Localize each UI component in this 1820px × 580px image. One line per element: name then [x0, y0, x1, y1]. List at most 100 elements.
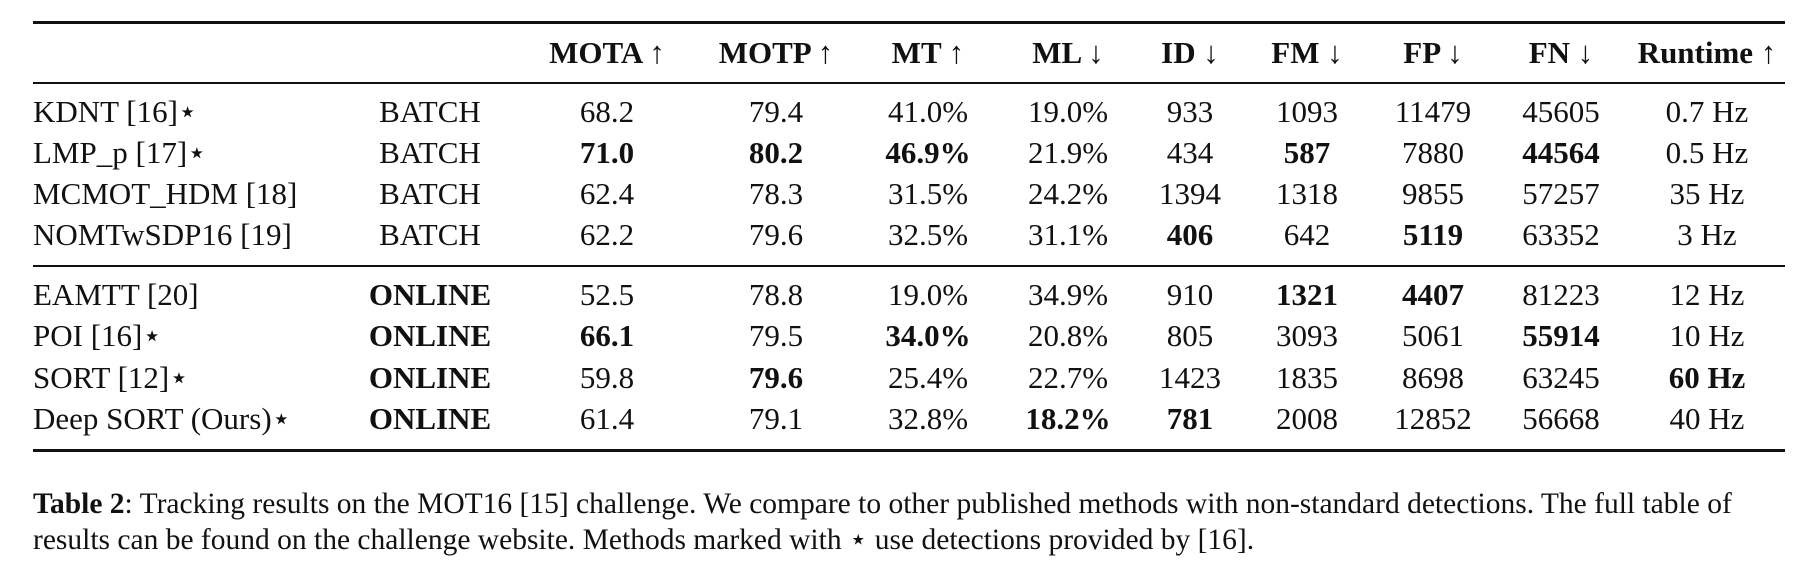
method-cell: SORT [12]⋆ [33, 360, 189, 395]
mota-cell: 71.0 [579, 135, 635, 170]
runtime-cell: 35 Hz [1669, 176, 1745, 211]
fn-cell: 44564 [1522, 135, 1600, 170]
runtime-cell: 40 Hz [1669, 401, 1745, 436]
mode-cell: BATCH [379, 135, 481, 170]
method-cell: EAMTT [20] [33, 277, 199, 312]
motp-cell: 79.6 [748, 217, 804, 252]
table-row: EAMTT [20] ONLINE 52.5 78.8 19.0% 34.9% 910 132… [0, 275, 1820, 315]
fp-cell: 12852 [1394, 401, 1472, 436]
runtime-cell: 0.7 Hz [1665, 94, 1749, 129]
fm-cell: 1318 [1276, 176, 1338, 211]
mota-cell: 62.4 [579, 176, 635, 211]
fn-cell: FN ↓ [1528, 35, 1594, 70]
fp-cell: 8698 [1402, 360, 1464, 395]
header-rule [33, 82, 1785, 84]
runtime-cell: 3 Hz [1677, 217, 1737, 252]
method-cell: KDNT [16]⋆ [33, 94, 198, 129]
motp-cell: MOTP ↑ [718, 35, 834, 70]
id-cell: 805 [1166, 318, 1214, 353]
fm-cell: 2008 [1276, 401, 1338, 436]
mt-cell: 32.5% [887, 217, 969, 252]
fp-cell: 5119 [1402, 217, 1464, 252]
id-cell: 910 [1166, 277, 1214, 312]
ml-cell: 24.2% [1027, 176, 1109, 211]
mt-cell: 34.0% [885, 318, 971, 353]
caption-text: : Tracking results on the MOT16 [15] cha… [33, 488, 1732, 556]
runtime-cell: 12 Hz [1669, 277, 1745, 312]
bottom-rule [33, 449, 1785, 452]
header-row: MOTA ↑ MOTP ↑ MT ↑ ML ↓ ID ↓ FM ↓ FP ↓ FN ↓ Runt… [0, 33, 1820, 73]
mota-cell: 62.2 [579, 217, 635, 252]
fp-cell: 11479 [1394, 94, 1472, 129]
mota-cell: 61.4 [579, 401, 635, 436]
mode-cell: BATCH [379, 217, 481, 252]
mt-cell: 41.0% [887, 94, 969, 129]
mode-cell: BATCH [379, 94, 481, 129]
id-cell: 933 [1166, 94, 1214, 129]
ml-cell: 31.1% [1027, 217, 1109, 252]
fm-cell: 3093 [1276, 318, 1338, 353]
fp-cell: 5061 [1402, 318, 1464, 353]
fm-cell: 1321 [1276, 277, 1338, 312]
mota-cell: 68.2 [579, 94, 635, 129]
mt-cell: 46.9% [885, 135, 971, 170]
table-row: LMP_p [17]⋆ BATCH 71.0 80.2 46.9% 21.9% 434 587… [0, 133, 1820, 173]
mode-cell: ONLINE [368, 401, 492, 436]
motp-cell: 79.6 [748, 360, 804, 395]
fp-cell: 7880 [1402, 135, 1464, 170]
fm-cell: 1835 [1276, 360, 1338, 395]
ml-cell: 34.9% [1027, 277, 1109, 312]
caption-label: Table 2 [33, 488, 125, 520]
runtime-cell: Runtime ↑ [1637, 35, 1777, 70]
top-rule [33, 21, 1785, 24]
ml-cell: 18.2% [1025, 401, 1111, 436]
motp-cell: 79.1 [748, 401, 804, 436]
mota-cell: 59.8 [579, 360, 635, 395]
table-row: POI [16]⋆ ONLINE 66.1 79.5 34.0% 20.8% 805 3093… [0, 316, 1820, 356]
mota-cell: 52.5 [579, 277, 635, 312]
method-cell: POI [16]⋆ [33, 318, 162, 353]
runtime-cell: 60 Hz [1668, 360, 1746, 395]
ml-cell: 21.9% [1027, 135, 1109, 170]
table-row: Deep SORT (Ours)⋆ ONLINE 61.4 79.1 32.8% 18.2… [0, 399, 1820, 439]
mt-cell: 25.4% [887, 360, 969, 395]
fn-cell: 63352 [1522, 217, 1600, 252]
table-row: NOMTwSDP16 [19] BATCH 62.2 79.6 32.5% 31.1% 40… [0, 215, 1820, 255]
id-cell: ID ↓ [1161, 35, 1219, 70]
table-row: MCMOT_HDM [18] BATCH 62.4 78.3 31.5% 24.2% 139… [0, 174, 1820, 214]
motp-cell: 79.4 [748, 94, 804, 129]
fp-cell: 9855 [1402, 176, 1464, 211]
fm-cell: 642 [1283, 217, 1331, 252]
table-caption: Table 2: Tracking results on the MOT16 [… [33, 486, 1793, 558]
group-rule [33, 265, 1785, 267]
mt-cell: 19.0% [887, 277, 969, 312]
ml-cell: 20.8% [1027, 318, 1109, 353]
mt-cell: MT ↑ [891, 35, 965, 70]
mode-cell: ONLINE [368, 318, 492, 353]
mode-cell: BATCH [379, 176, 481, 211]
motp-cell: 78.3 [748, 176, 804, 211]
fn-cell: 55914 [1522, 318, 1600, 353]
fn-cell: 56668 [1522, 401, 1600, 436]
fn-cell: 45605 [1522, 94, 1600, 129]
ml-cell: 22.7% [1027, 360, 1109, 395]
motp-cell: 80.2 [748, 135, 804, 170]
mt-cell: 31.5% [887, 176, 969, 211]
ml-cell: 19.0% [1027, 94, 1109, 129]
runtime-cell: 10 Hz [1669, 318, 1745, 353]
table-row: KDNT [16]⋆ BATCH 68.2 79.4 41.0% 19.0% 933 1093… [0, 92, 1820, 132]
fm-cell: 1093 [1276, 94, 1338, 129]
fn-cell: 57257 [1522, 176, 1600, 211]
id-cell: 434 [1166, 135, 1214, 170]
method-cell: Deep SORT (Ours)⋆ [33, 401, 292, 436]
method-cell: NOMTwSDP16 [19] [33, 217, 292, 252]
motp-cell: 78.8 [748, 277, 804, 312]
motp-cell: 79.5 [748, 318, 804, 353]
id-cell: 781 [1166, 401, 1214, 436]
runtime-cell: 0.5 Hz [1665, 135, 1749, 170]
mota-cell: MOTA ↑ [549, 35, 665, 70]
method-cell: MCMOT_HDM [18] [33, 176, 298, 211]
fn-cell: 63245 [1522, 360, 1600, 395]
id-cell: 1394 [1159, 176, 1221, 211]
mode-cell: ONLINE [368, 360, 492, 395]
